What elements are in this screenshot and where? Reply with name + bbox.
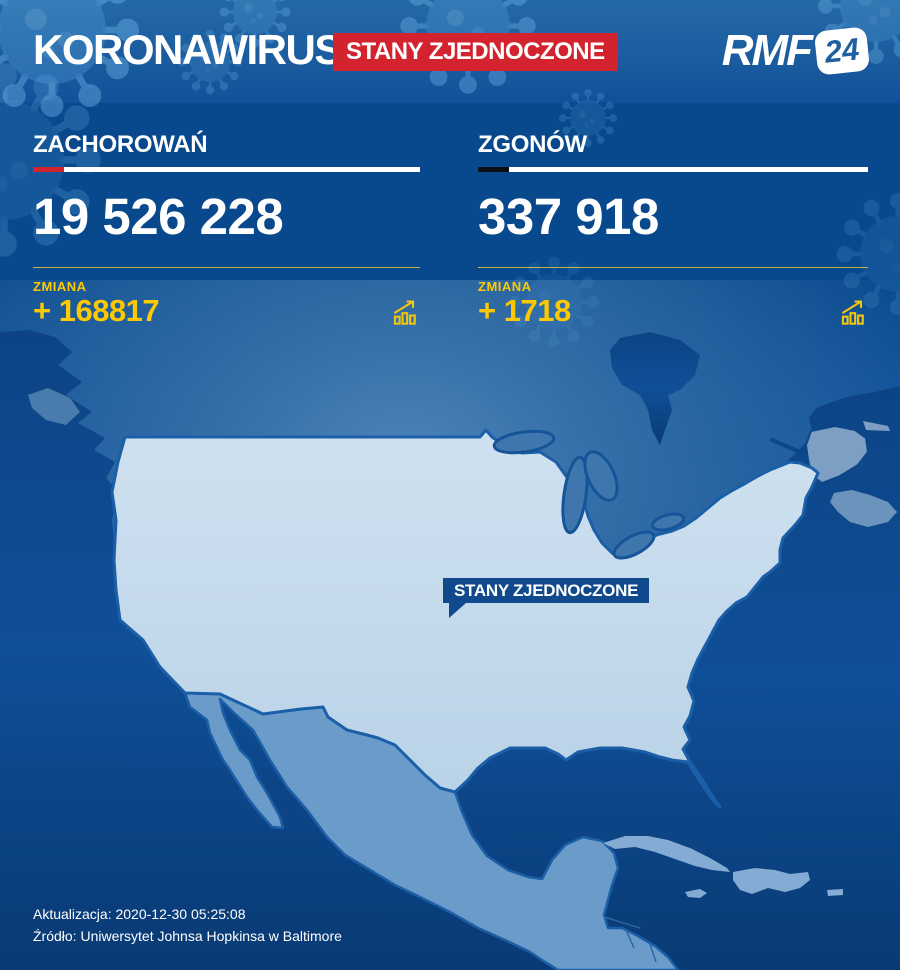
data-source: Źródło: Uniwersytet Johnsa Hopkinsa w Ba… [33,928,342,944]
hudson-bay [610,332,700,445]
rmf24-logo-text: RMF [721,26,813,75]
cases-rule [33,167,420,172]
map-canvas [0,280,900,970]
chart-increasing-icon [841,300,864,325]
vancouver-island [28,388,80,425]
deaths-divider [478,267,868,268]
lake-ontario [650,512,686,532]
deaths-chart-button[interactable] [840,298,868,326]
deaths-rule-accent [478,167,509,172]
deaths-change-value: + 1718 [478,293,571,328]
pacific-ocean [0,330,560,970]
lake-michigan [561,455,589,535]
lake-huron [583,450,619,502]
central-america-borders [603,916,657,963]
jamaica-island [685,889,707,898]
map-country-label: STANY ZJEDNOCZONE [443,578,650,603]
puerto-rico-island [827,889,843,896]
rmf24-logo-number: 24 [813,26,871,76]
cases-value: 19 526 228 [33,188,284,245]
lake-superior [492,429,556,455]
deaths-change-label: ZMIANA [478,279,532,294]
anticosti-island [863,421,890,431]
rmf24-logo: RMF 24 [721,26,871,76]
north-america-map [0,280,900,970]
cases-panel: ZACHOROWAŃ 19 526 228 ZMIANA + 168817 [33,103,420,338]
deaths-value: 337 918 [478,188,659,245]
cases-change-value: + 168817 [33,293,160,328]
page-title: KORONAWIRUS [33,26,342,73]
nova-scotia [830,490,897,527]
great-lakes [492,429,686,560]
update-timestamp: Aktualizacja: 2020-12-30 05:25:08 [33,906,246,922]
hispaniola-island [733,868,810,894]
saguenay-river [770,438,802,454]
cases-label: ZACHOROWAŃ [33,131,208,158]
deaths-label: ZGONÓW [478,131,587,158]
cases-divider [33,267,420,268]
cases-change-label: ZMIANA [33,279,87,294]
chart-increasing-icon [393,300,416,325]
map-label-pointer [449,603,466,618]
region-badge: STANY ZJEDNOCZONE [333,33,618,71]
cases-chart-button[interactable] [392,298,420,326]
cases-rule-accent [33,167,64,172]
lake-erie [612,530,656,560]
deaths-panel: ZGONÓW 337 918 ZMIANA + 1718 [478,103,868,338]
gaspe-new-brunswick [804,424,870,485]
deaths-rule [478,167,868,172]
cuba-island [603,836,730,872]
footer: Aktualizacja: 2020-12-30 05:25:08 Źródło… [33,903,342,947]
